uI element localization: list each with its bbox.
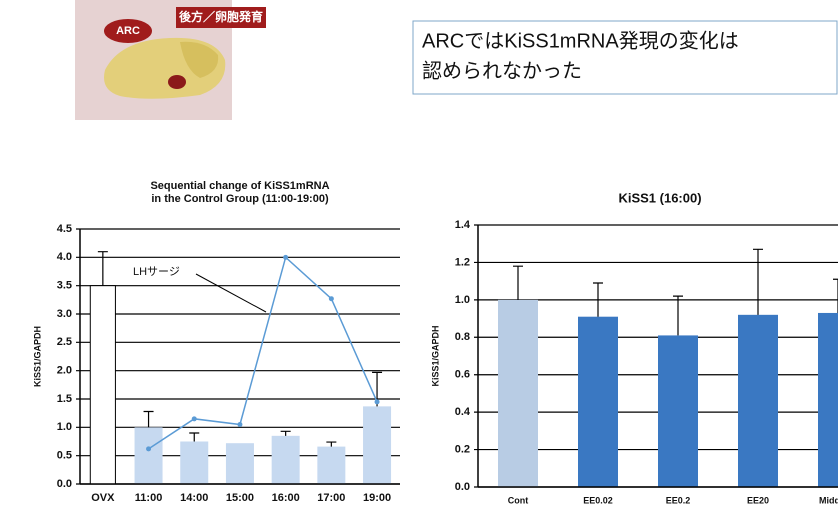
note-box <box>412 20 838 95</box>
y-tick-label: 1.4 <box>455 219 471 231</box>
y-tick-label: 0.0 <box>455 481 470 493</box>
x-tick-label: EE0.2 <box>666 495 691 505</box>
error-bar <box>833 278 838 313</box>
error-bar <box>97 251 108 286</box>
bar <box>89 285 116 485</box>
line-marker <box>191 416 197 422</box>
error-bar <box>143 410 154 428</box>
y-tick-label: 1.0 <box>57 421 72 433</box>
cerebellum <box>180 41 219 78</box>
bar <box>180 441 209 484</box>
x-tick-label: 17:00 <box>317 492 345 504</box>
x-tick-label: Cont <box>508 495 529 505</box>
y-tick-label: 0.2 <box>455 443 470 455</box>
bar <box>271 435 300 484</box>
bar <box>578 316 618 487</box>
arc-badge <box>104 19 152 43</box>
x-tick-label: EE0.02 <box>583 495 613 505</box>
y-tick-label: 1.5 <box>57 393 72 405</box>
error-bar <box>673 295 683 336</box>
bar <box>738 314 778 487</box>
annotation-box <box>125 263 195 281</box>
line-marker <box>328 296 334 302</box>
arc-label: ARC <box>116 25 140 37</box>
error-bar <box>753 248 763 315</box>
y-tick-label: 0.4 <box>455 406 471 418</box>
x-tick-label: 16:00 <box>272 492 300 504</box>
y-tick-label: 0.8 <box>455 331 470 343</box>
chart-title: KiSS1 (16:00) <box>618 190 701 205</box>
y-tick-label: 1.0 <box>455 294 470 306</box>
arc-region <box>168 75 186 89</box>
brain-figure: ARC 後方／卵胞発育 <box>75 0 266 120</box>
bar <box>134 427 163 484</box>
y-tick-label: 0.5 <box>57 450 72 462</box>
note-line: ARCではKiSS1mRNA発現の変化は <box>422 29 739 52</box>
y-tick-label: 2.5 <box>57 336 72 348</box>
y-tick-label: 0.0 <box>57 478 72 490</box>
chart-title: Sequential change of KiSS1mRNA <box>150 180 329 192</box>
line-marker <box>237 422 243 427</box>
y-tick-label: 4.0 <box>57 251 72 263</box>
y-tick-label: 4.5 <box>57 223 72 235</box>
line-series <box>148 255 378 450</box>
y-tick-label: 0.6 <box>455 369 470 381</box>
bar <box>363 406 392 484</box>
chart-title: in the Control Group (11:00-19:00) <box>151 193 329 205</box>
error-bar <box>326 441 337 447</box>
y-tick-label: 2.0 <box>57 365 72 377</box>
line-marker <box>374 399 380 405</box>
y-tick-label: 1.2 <box>455 256 470 268</box>
x-tick-label: Middle(N <box>819 495 838 505</box>
error-bar <box>189 432 200 442</box>
x-tick-label: 19:00 <box>363 492 391 504</box>
bar <box>225 443 254 484</box>
line-marker <box>146 446 152 452</box>
bar <box>818 312 838 487</box>
x-tick-label: 14:00 <box>180 492 208 504</box>
y-tick-label: 3.0 <box>57 308 72 320</box>
error-bar <box>593 282 603 317</box>
error-bar <box>513 265 523 300</box>
y-axis-label: KiSS1/GAPDH <box>32 326 42 387</box>
line-marker <box>283 254 289 260</box>
region-label: 後方／卵胞発育 <box>179 9 263 24</box>
error-bar <box>280 430 291 436</box>
y-tick-label: 3.5 <box>57 280 72 292</box>
bar <box>317 446 346 484</box>
x-tick-label: 11:00 <box>135 492 163 504</box>
bar <box>658 335 698 487</box>
annotation-leader <box>195 273 267 313</box>
y-axis-label: KiSS1/GAPDH <box>430 325 440 386</box>
bar <box>498 299 538 487</box>
x-tick-label: OVX <box>91 492 115 504</box>
note-line: 認められなかった <box>422 59 582 82</box>
region-badge <box>176 7 266 28</box>
annotation: LHサージ <box>133 265 180 278</box>
x-tick-label: 15:00 <box>226 492 254 504</box>
x-tick-label: EE20 <box>747 495 769 505</box>
